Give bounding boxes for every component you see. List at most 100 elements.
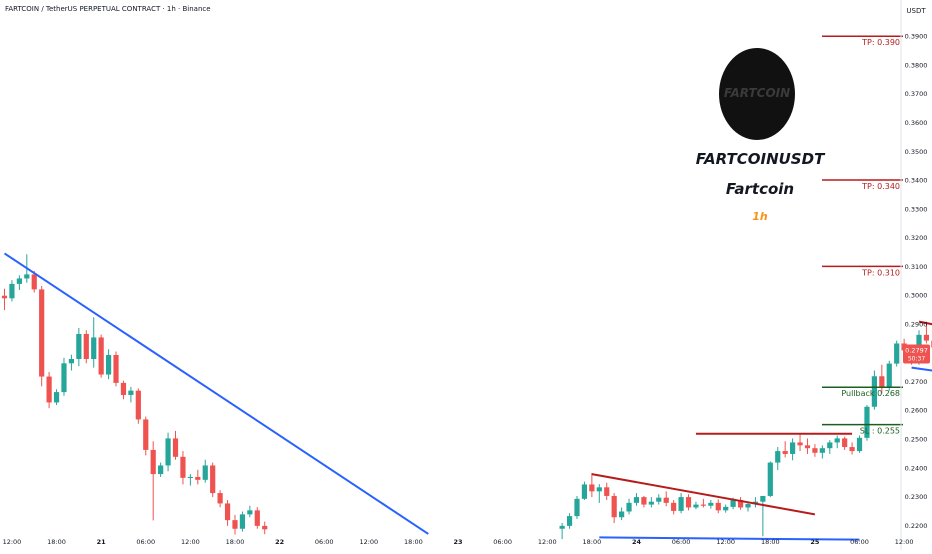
candle-body — [648, 501, 654, 505]
x-tick-label: 06:00 — [850, 538, 869, 546]
trendline[interactable] — [599, 536, 860, 541]
bar-countdown-label: 50:37 — [908, 356, 925, 363]
candle-body — [172, 438, 179, 457]
x-tick-label: 21 — [97, 538, 107, 546]
logo-text: FARTCOIN — [723, 86, 791, 100]
candle-body — [819, 448, 825, 453]
x-tick-label: 06:00 — [493, 538, 512, 546]
last-price-label: 0.2797 — [905, 347, 928, 355]
x-tick-label: 18:00 — [226, 538, 245, 546]
candle-body — [581, 484, 588, 499]
level-label: TP: 0.340 — [861, 182, 900, 191]
last-price-tag — [903, 344, 930, 364]
candle-body — [849, 447, 855, 452]
y-tick-label: 0.3900 — [905, 33, 928, 41]
candle-body — [678, 497, 684, 511]
candle-body — [767, 462, 773, 496]
candle-body — [894, 343, 900, 364]
candle-body — [856, 437, 863, 452]
candle-body — [158, 465, 164, 475]
timeframe-label: 1h — [752, 210, 768, 223]
candle-body — [827, 442, 833, 449]
x-tick-label: 18:00 — [761, 538, 780, 546]
candle-body — [626, 502, 632, 512]
candle-body — [834, 438, 840, 443]
candle-body — [708, 502, 714, 506]
candle-body — [886, 363, 892, 387]
candle-body — [723, 506, 729, 511]
candle-body — [1, 295, 8, 299]
y-tick-label: 0.2700 — [905, 378, 928, 386]
candle-body — [812, 448, 818, 453]
x-tick-label: 12:00 — [3, 538, 22, 546]
candle-body — [224, 503, 231, 521]
candle-body — [574, 498, 580, 517]
y-tick-label: 0.2400 — [905, 464, 928, 472]
candle-body — [120, 382, 127, 395]
candle-body — [604, 487, 610, 496]
y-tick-label: 0.3700 — [905, 90, 928, 98]
candle-body — [633, 497, 640, 503]
candle-body — [105, 354, 112, 375]
candle-body — [61, 363, 67, 393]
candle-body — [187, 476, 193, 478]
x-tick-label: 23 — [454, 538, 463, 546]
candle-body — [782, 451, 788, 454]
candle-body — [83, 333, 89, 360]
candle-body — [31, 274, 37, 290]
candle-body — [685, 497, 692, 508]
candle-body — [589, 484, 595, 492]
candle-body — [775, 451, 781, 463]
candle-body — [247, 510, 253, 515]
y-tick-label: 0.2600 — [905, 407, 928, 415]
candle-body — [871, 376, 877, 407]
candle-body — [611, 495, 617, 518]
candle-body — [9, 283, 15, 299]
candle-body — [217, 493, 223, 504]
candle-body — [165, 438, 171, 466]
candle-body — [879, 376, 885, 387]
level-label: TP: 0.310 — [861, 268, 900, 277]
candle-body — [39, 289, 45, 377]
coin-name-label: Fartcoin — [725, 180, 795, 198]
trendline[interactable] — [3, 252, 429, 535]
x-tick-label: 12:00 — [359, 538, 378, 546]
y-tick-label: 0.3500 — [905, 148, 928, 156]
y-tick-label: 0.3800 — [905, 61, 928, 69]
candle-body — [135, 390, 141, 420]
candle-body — [619, 511, 625, 518]
currency-label: USDT — [906, 7, 926, 15]
candle-body — [113, 354, 119, 383]
candle-body — [797, 442, 803, 446]
x-tick-label: 22 — [275, 538, 284, 546]
candle-body — [760, 495, 766, 502]
candle-body — [596, 487, 602, 492]
candle-body — [210, 465, 216, 494]
trendline[interactable] — [591, 473, 816, 516]
candle-body — [16, 278, 22, 284]
candle-body — [656, 497, 662, 502]
x-tick-label: 12:00 — [181, 538, 200, 546]
candle-body — [559, 525, 565, 529]
candle-body — [76, 333, 82, 360]
candle-body — [745, 504, 751, 508]
candle-body — [671, 502, 677, 511]
y-tick-label: 0.2300 — [905, 493, 928, 501]
candle-body — [239, 514, 246, 529]
x-tick-label: 06:00 — [315, 538, 334, 546]
y-tick-label: 0.3100 — [905, 263, 928, 271]
candle-body — [68, 359, 75, 364]
x-tick-label: 06:00 — [136, 538, 155, 546]
y-tick-label: 0.3400 — [905, 177, 928, 185]
candle-body — [737, 499, 744, 508]
y-tick-label: 0.3200 — [905, 234, 928, 242]
candle-body — [566, 516, 573, 526]
level-label: TP: 0.390 — [861, 38, 900, 47]
x-tick-label: 12:00 — [538, 538, 557, 546]
candle-body — [641, 497, 647, 505]
y-tick-label: 0.2500 — [905, 435, 928, 443]
x-tick-label: 25 — [810, 538, 820, 546]
x-tick-label: 24 — [632, 538, 642, 546]
